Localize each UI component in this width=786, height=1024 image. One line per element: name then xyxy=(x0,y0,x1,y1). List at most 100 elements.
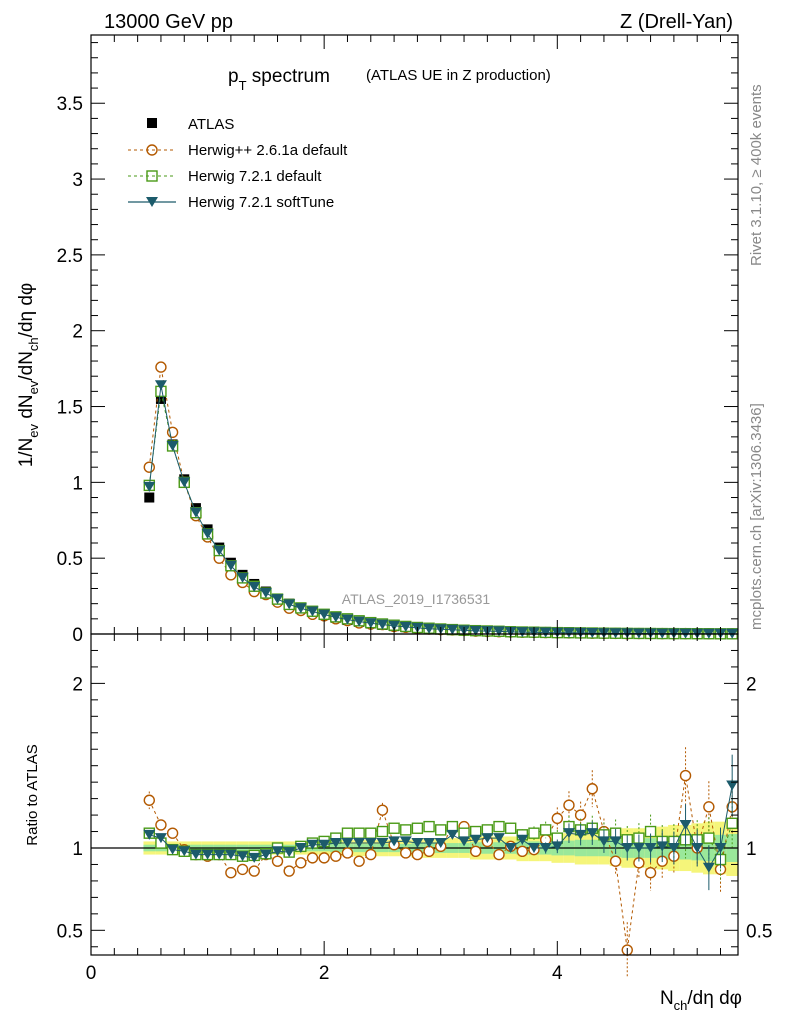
ratio-y-tick-label: 0.5 xyxy=(57,921,83,942)
ratio-point-herwig-7-2-1-softtune xyxy=(283,847,296,858)
analysis-watermark: ATLAS_2019_I1736531 xyxy=(342,591,491,607)
ratio-point-herwig-7-2-1-softtune xyxy=(411,838,424,849)
ratio-point-herwig-7-2-1-softtune xyxy=(318,839,331,850)
data-point-herwig-7-2-1-softtune xyxy=(364,618,377,629)
ratio-point-herwig-7-2-1-default xyxy=(528,827,540,839)
ratio-point-herwig-7-2-1-softtune xyxy=(329,838,342,849)
ratio-point-herwig-2-6-1a-default xyxy=(155,819,167,831)
ratio-point-herwig-7-2-1-softtune xyxy=(423,838,436,849)
ratio-point-herwig-7-2-1-softtune xyxy=(236,851,249,862)
ratio-point-herwig-7-2-1-softtune xyxy=(504,843,517,853)
ratio-point-herwig-7-2-1-softtune xyxy=(154,833,167,844)
data-point-herwig-7-2-1-softtune xyxy=(539,627,552,638)
data-point-herwig-7-2-1-softtune xyxy=(213,545,226,556)
main-y-tick-label: 3 xyxy=(72,170,83,191)
legend-item-herwig7-softtune: Herwig 7.2.1 softTune xyxy=(128,194,334,211)
legend-item-herwigpp: Herwig++ 2.6.1a default xyxy=(128,142,348,159)
ratio-point-herwig-2-6-1a-default xyxy=(225,866,237,879)
ratio-point-herwig-7-2-1-softtune xyxy=(458,836,471,847)
ratio-point-herwig-7-2-1-softtune xyxy=(574,829,587,840)
main-y-tick-label: 0.5 xyxy=(57,549,83,570)
ratio-point-herwig-7-2-1-default xyxy=(411,822,424,834)
ratio-point-herwig-2-6-1a-default xyxy=(551,812,564,825)
ratio-point-herwig-7-2-1-softtune xyxy=(399,836,412,847)
data-point-herwig-7-2-1-softtune xyxy=(294,603,307,614)
legend-marker-herwig7-softtune xyxy=(146,197,158,207)
ratio-point-herwig-7-2-1-softtune xyxy=(376,838,389,849)
x-tick-label: 2 xyxy=(319,963,330,984)
main-y-tick-label: 1 xyxy=(72,473,83,494)
ratio-point-herwig-7-2-1-softtune xyxy=(644,843,657,853)
x-tick-label: 4 xyxy=(552,963,563,984)
data-point-herwig-7-2-1-softtune xyxy=(283,599,296,610)
data-point-herwig-2-6-1a-default xyxy=(143,461,155,473)
legend-item-herwig7-default: Herwig 7.2.1 default xyxy=(128,168,322,185)
data-point-herwig-7-2-1-softtune xyxy=(248,581,261,592)
ratio-y-tick-label: 2 xyxy=(72,674,83,695)
plot-title-p: p xyxy=(228,66,239,87)
y-axis-label-bottom: Ratio to ATLAS xyxy=(24,744,41,845)
ratio-point-herwig-7-2-1-default xyxy=(493,820,505,833)
rivet-label: Rivet 3.1.10, ≥ 400k events xyxy=(748,84,765,266)
ratio-point-herwig-7-2-1-softtune xyxy=(353,838,366,849)
ratio-point-herwig-7-2-1-softtune xyxy=(143,829,156,840)
ratio-point-herwig-7-2-1-softtune xyxy=(656,841,669,852)
ratio-point-herwig-7-2-1-softtune xyxy=(609,836,622,847)
ratio-point-herwig-7-2-1-softtune xyxy=(527,843,540,853)
ratio-point-herwig-7-2-1-softtune xyxy=(201,849,214,860)
ratio-point-herwig-7-2-1-default xyxy=(539,824,552,836)
ratio-point-herwig-7-2-1-default xyxy=(423,820,435,833)
legend-label-herwig7-default: Herwig 7.2.1 default xyxy=(188,168,322,185)
ratio-point-herwig-7-2-1-softtune xyxy=(294,843,307,853)
ratio-point-herwig-7-2-1-softtune xyxy=(224,849,237,860)
ratio-point-herwig-2-6-1a-default xyxy=(679,769,692,782)
ratio-point-herwig-7-2-1-softtune xyxy=(621,843,634,853)
ratio-point-herwig-7-2-1-softtune xyxy=(248,852,261,863)
main-y-tick-label: 1.5 xyxy=(57,398,83,419)
ratio-point-herwig-2-6-1a-default xyxy=(341,847,354,859)
data-point-herwig-7-2-1-softtune xyxy=(586,628,599,639)
data-point-herwig-7-2-1-softtune xyxy=(143,481,156,492)
ratio-point-herwig-7-2-1-softtune xyxy=(434,838,447,849)
ratio-point-herwig-7-2-1-softtune xyxy=(714,843,727,853)
ratio-point-herwig-7-2-1-softtune xyxy=(481,833,494,844)
data-point-herwig-7-2-1-softtune xyxy=(178,477,191,488)
x-tick-label: 0 xyxy=(86,963,97,984)
ratio-y-tick-label: 1 xyxy=(72,839,83,860)
plot-title-note: (ATLAS UE in Z production) xyxy=(366,67,551,84)
ratio-frame xyxy=(90,633,739,956)
legend: ATLAS Herwig++ 2.6.1a default Herwig 7.2… xyxy=(128,116,348,211)
data-point-herwig-7-2-1-softtune xyxy=(201,528,214,539)
ratio-point-herwig-7-2-1-softtune xyxy=(551,841,564,852)
data-point-herwig-7-2-1-softtune xyxy=(399,621,412,632)
ratio-point-herwig-2-6-1a-default xyxy=(493,848,505,861)
ratio-point-herwig-7-2-1-default xyxy=(504,822,517,834)
main-y-tick-label: 2.5 xyxy=(57,246,83,267)
plot-title-sub: T xyxy=(239,78,247,93)
ratio-point-herwig-7-2-1-default xyxy=(435,824,447,836)
ratio-y-tick-label-right: 2 xyxy=(746,674,757,695)
ratio-point-herwig-7-2-1-default xyxy=(703,832,715,844)
ratio-series-group xyxy=(143,747,739,978)
legend-marker-atlas xyxy=(147,118,157,128)
data-point-herwig-7-2-1-softtune xyxy=(189,507,202,518)
data-point-herwig-2-6-1a-default xyxy=(155,361,167,373)
data-point-herwig-7-2-1-softtune xyxy=(154,380,167,391)
ratio-point-herwig-7-2-1-softtune xyxy=(691,843,704,853)
ratio-point-herwig-7-2-1-softtune xyxy=(364,838,377,849)
ratio-point-herwig-7-2-1-default xyxy=(388,822,400,834)
ratio-point-herwig-7-2-1-softtune xyxy=(166,844,179,855)
data-point-herwig-7-2-1-softtune xyxy=(329,612,342,623)
data-point-herwig-7-2-1-softtune xyxy=(353,616,366,627)
data-point-herwig-7-2-1-softtune xyxy=(423,623,436,634)
ratio-point-herwig-2-6-1a-default xyxy=(400,847,412,859)
data-point-herwig-7-2-1-softtune xyxy=(446,624,459,635)
ratio-point-herwig-2-6-1a-default xyxy=(644,866,657,879)
legend-label-herwig7-softtune: Herwig 7.2.1 softTune xyxy=(188,194,334,211)
ratio-point-herwig-7-2-1-softtune xyxy=(726,780,739,791)
ratio-point-herwig-2-6-1a-default xyxy=(283,865,295,877)
data-point-herwig-7-2-1-softtune xyxy=(306,606,319,617)
ratio-point-herwig-7-2-1-softtune xyxy=(213,849,226,860)
ratio-point-herwig-7-2-1-default xyxy=(341,827,354,839)
